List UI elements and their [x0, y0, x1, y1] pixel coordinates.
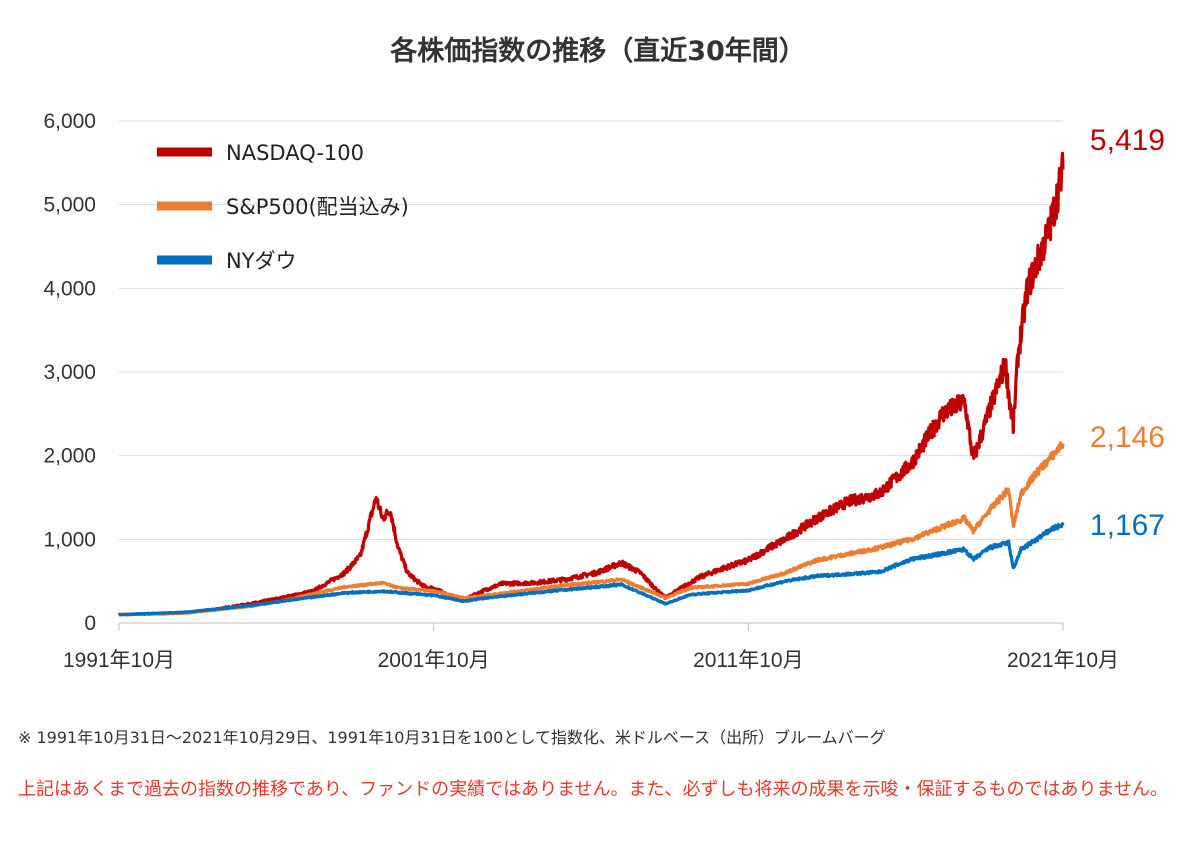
series-line	[117, 522, 1065, 617]
y-tick-label: 0	[84, 612, 96, 635]
y-tick-label: 3,000	[43, 361, 96, 384]
x-axis: 1991年10月 2001年10月 2011年10月 2021年10月	[63, 623, 1119, 672]
y-tick-label: 4,000	[43, 277, 96, 300]
end-value-label: 2,146	[1090, 421, 1165, 454]
legend: NASDAQ-100 S&P500(配当込み) NYダウ	[157, 141, 409, 273]
end-value-labels: 5,419 2,146 1,167	[1090, 124, 1165, 542]
legend-label: NASDAQ-100	[226, 141, 364, 165]
y-tick-label: 2,000	[43, 445, 96, 468]
gridlines	[119, 120, 1063, 624]
series-lines	[117, 151, 1065, 617]
chart-title: 各株価指数の推移（直近30年間）	[389, 35, 806, 67]
end-value-label: 5,419	[1090, 124, 1165, 157]
legend-label: S&P500(配当込み)	[226, 195, 409, 219]
x-tick-label: 2001年10月	[378, 649, 490, 672]
x-tick-label: 2021年10月	[1007, 649, 1119, 672]
y-tick-label: 6,000	[43, 110, 96, 133]
series-line	[117, 151, 1065, 617]
x-tick-label: 2011年10月	[693, 649, 804, 672]
disclaimer: 上記はあくまで過去の指数の推移であり、ファンドの実績ではありません。また、必ずし…	[18, 779, 1169, 800]
end-value-label: 1,167	[1090, 509, 1165, 542]
line-chart: 各株価指数の推移（直近30年間） 0 1,000 2,000 3,000 4,000 5,…	[43, 35, 1165, 672]
y-tick-label: 1,000	[43, 528, 96, 551]
x-tick-label: 1991年10月	[63, 649, 175, 672]
legend-label: NYダウ	[226, 249, 297, 273]
footnote: ※ 1991年10月31日～2021年10月29日、1991年10月31日を10…	[18, 728, 886, 747]
y-axis: 0 1,000 2,000 3,000 4,000 5,000 6,000	[43, 110, 96, 635]
y-tick-label: 5,000	[43, 194, 96, 217]
